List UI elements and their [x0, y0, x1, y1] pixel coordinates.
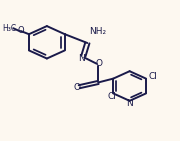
Text: O: O [95, 59, 102, 68]
Text: Cl: Cl [108, 92, 117, 101]
Text: O: O [74, 83, 81, 92]
Text: H₃C: H₃C [2, 24, 16, 33]
Text: N: N [78, 54, 85, 63]
Text: Cl: Cl [148, 72, 157, 81]
Text: O: O [17, 26, 24, 35]
Text: NH₂: NH₂ [90, 27, 107, 36]
Text: N: N [126, 99, 133, 108]
